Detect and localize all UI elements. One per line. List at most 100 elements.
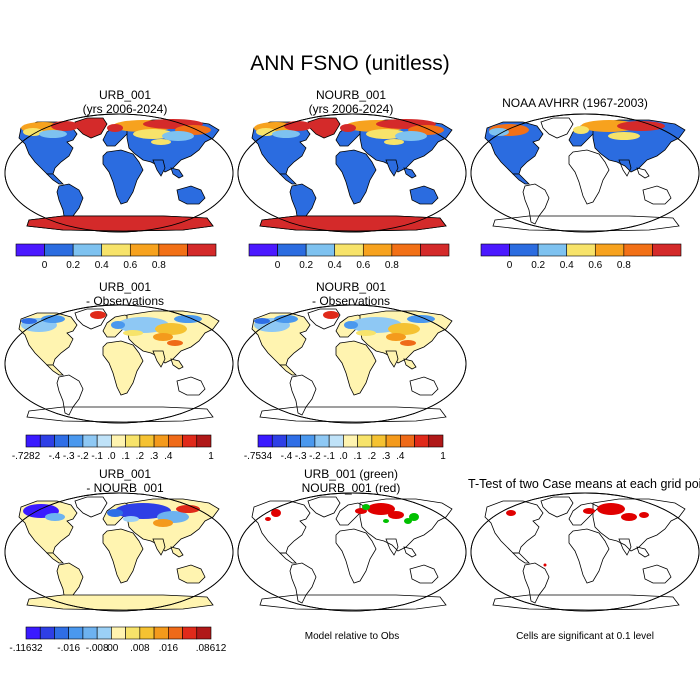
colorbar-tick-label: .008: [130, 643, 150, 654]
colorbar-swatch: [277, 243, 307, 257]
colorbar-tick-label: 0.8: [385, 260, 399, 271]
colorbar-tick-label: -.2: [77, 451, 89, 462]
map-ttest: [470, 492, 700, 612]
colorbar-urb-nourb: -.11632 -.016 -.008.00 .008 .016 .08612: [9, 626, 227, 654]
colorbar-swatch: [125, 626, 141, 640]
colorbar-tick-label: 0.4: [95, 260, 109, 271]
colorbar-urb-obs: -.7282 -.4 -.3 -.2 -.1 .0 .1 .2 .3 .4 1: [12, 434, 214, 462]
colorbar-tick-label: 0.6: [356, 260, 370, 271]
colorbar-swatch: [153, 626, 169, 640]
colorbar-swatch: [385, 434, 401, 448]
colorbar-swatch: [101, 243, 131, 257]
colorbar-tick-label: .2: [368, 451, 377, 462]
colorbar-tick-label: 0.6: [588, 260, 602, 271]
colorbar-swatch: [196, 434, 212, 448]
colorbar-swatch: [54, 434, 69, 448]
colorbar-tick-label: -.1: [323, 451, 335, 462]
colorbar-tick-label: .016: [159, 643, 179, 654]
colorbar-swatch: [44, 243, 74, 257]
colorbar-tick-label: .4: [396, 451, 405, 462]
panel-title-line1: T-Test of two Case means at each grid po…: [468, 477, 700, 491]
colorbar-swatch: [357, 434, 373, 448]
colorbar-swatch: [328, 434, 344, 448]
colorbar-swatch: [139, 434, 155, 448]
colorbar-swatch: [257, 434, 273, 448]
colorbar-swatch: [25, 626, 41, 640]
map-nourb-obs: [237, 304, 467, 424]
colorbar-swatch: [68, 626, 84, 640]
colorbar-swatch: [480, 243, 510, 257]
colorbar-tick-label: -.11632: [9, 643, 43, 654]
colorbar-swatch: [111, 626, 126, 640]
colorbar-swatch: [168, 434, 183, 448]
colorbar-swatch: [82, 434, 98, 448]
panel-title-green-red: URB_001 (green) NOURB_001 (red): [266, 467, 436, 495]
colorbar-swatch: [39, 434, 55, 448]
colorbar-swatch: [414, 434, 430, 448]
map-obs: [470, 113, 700, 233]
colorbar-tick-label: 0: [275, 260, 281, 271]
colorbar-tick-label: .1: [353, 451, 362, 462]
colorbar-swatch: [594, 243, 625, 257]
panel-title-nourb-obs: NOURB_001 - Observations: [266, 280, 436, 308]
colorbar-swatch: [652, 243, 682, 257]
colorbar-swatch: [168, 626, 183, 640]
colorbar-tick-label: 0.2: [531, 260, 545, 271]
colorbar-swatch: [400, 434, 415, 448]
colorbar-swatch: [334, 243, 364, 257]
colorbar-swatch: [566, 243, 596, 257]
colorbar-obs: 0 0.2 0.4 0.6 0.8: [480, 243, 682, 271]
colorbar-swatch: [72, 243, 103, 257]
panel-title-urb: URB_001 (yrs 2006-2024): [40, 88, 210, 116]
colorbar-tick-label: -.7282: [12, 451, 41, 462]
colorbar-tick-label: .0: [107, 451, 116, 462]
panel-title-line1: NOURB_001: [315, 280, 387, 294]
colorbar-tick-label: 0: [507, 260, 513, 271]
panel-title-line1: URB_001: [98, 467, 152, 481]
map-urb-nourb: [4, 492, 234, 612]
colorbar-tick-label: 0.2: [66, 260, 80, 271]
panel-title-line2: - Observations: [85, 294, 165, 308]
colorbar-tick-label: -.2: [309, 451, 321, 462]
colorbar-swatch: [196, 626, 212, 640]
colorbar-tick-label: 0.4: [328, 260, 342, 271]
note-significance: Cells are significant at 0.1 level: [516, 631, 654, 642]
colorbar-tick-label: .3: [150, 451, 159, 462]
map-nourb: [237, 113, 467, 233]
map-urb: [4, 113, 234, 233]
colorbar-swatch: [428, 434, 444, 448]
page-title: ANN FSNO (unitless): [250, 52, 450, 75]
colorbar-swatch: [286, 434, 301, 448]
panel-title-ttest: T-Test of two Case means at each grid po…: [468, 477, 700, 491]
colorbar-tick-label: 0.4: [560, 260, 574, 271]
colorbar-tick-label: .3: [382, 451, 391, 462]
colorbar-swatch: [182, 434, 198, 448]
colorbar-swatch: [39, 626, 55, 640]
colorbar-swatch: [25, 434, 41, 448]
colorbar-tick-label: .2: [136, 451, 145, 462]
panel-title-line2: NOURB_001 (red): [301, 481, 401, 495]
colorbar-swatch: [343, 434, 358, 448]
panel-title-line1: NOURB_001: [315, 88, 387, 102]
panel-title-line2: (yrs 2006-2024): [308, 102, 394, 116]
colorbar-swatch: [623, 243, 653, 257]
colorbar-tick-label: .0: [339, 451, 348, 462]
colorbar-tick-label: -.3: [63, 451, 75, 462]
colorbar-tick-label: 0.6: [123, 260, 137, 271]
panel-title-urb-obs: URB_001 - Observations: [40, 280, 210, 308]
colorbar-swatch: [305, 243, 336, 257]
colorbar-tick-label: .4: [164, 451, 173, 462]
colorbar-tick-label: -.4: [49, 451, 61, 462]
colorbar-tick-label: -.3: [295, 451, 307, 462]
colorbar-swatch: [96, 434, 112, 448]
panel-title-urb-nourb: URB_001 - NOURB_001: [40, 467, 210, 495]
panel-title-obs: NOAA AVHRR (1967-2003): [480, 96, 670, 110]
colorbar-tick-label: -.016: [57, 643, 80, 654]
colorbar-swatch: [391, 243, 421, 257]
colorbar-tick-label: 1: [208, 451, 214, 462]
colorbar-tick-label: .1: [121, 451, 130, 462]
map-green-red: [237, 492, 467, 612]
note-model-relative: Model relative to Obs: [304, 631, 400, 642]
colorbar-tick-label: .00: [104, 643, 118, 654]
panel-title-line1: URB_001 (green): [303, 467, 399, 481]
